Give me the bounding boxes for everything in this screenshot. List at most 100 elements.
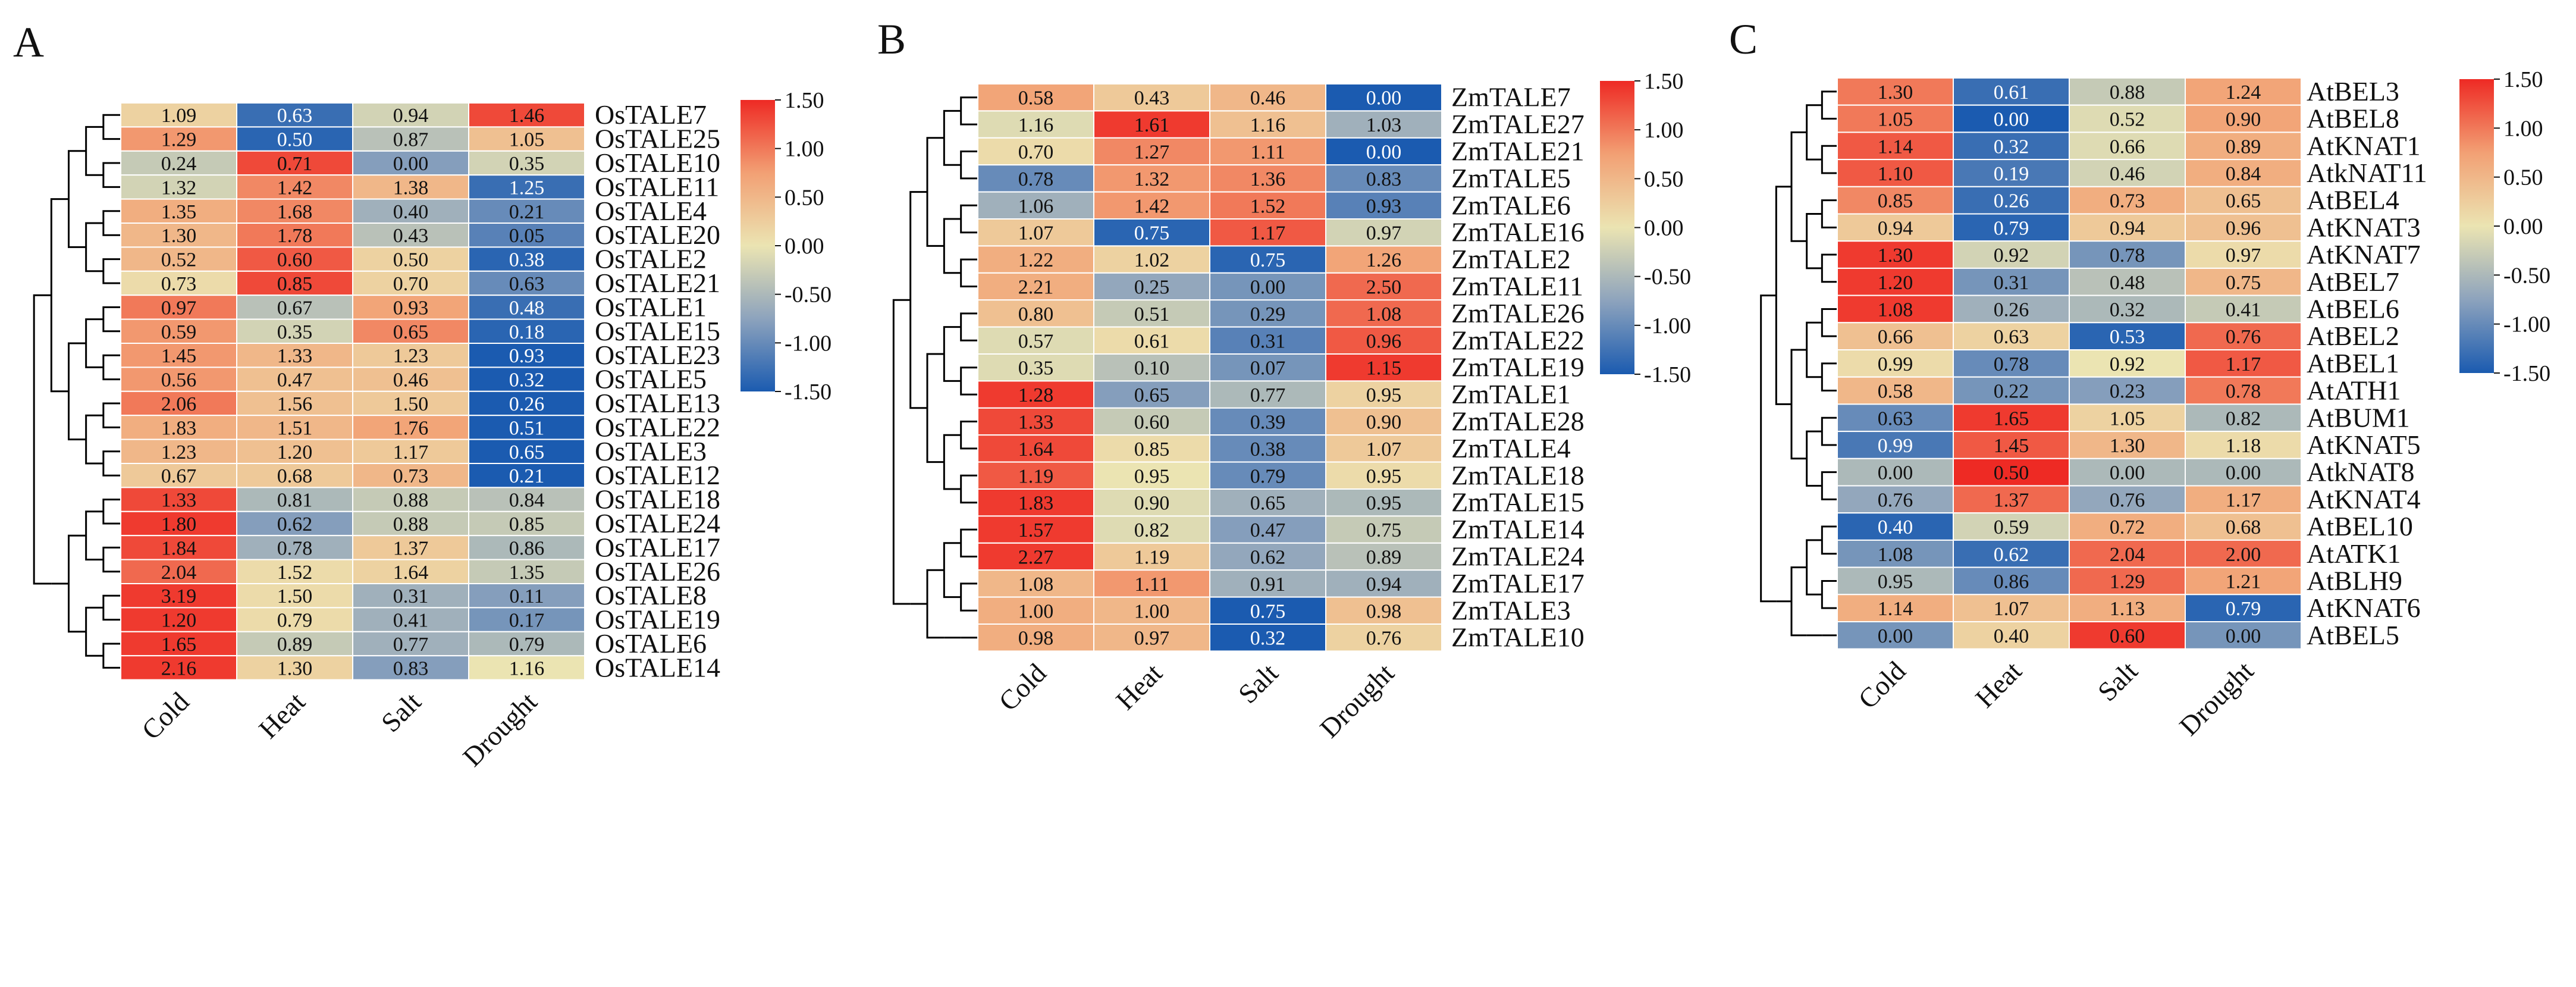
heatmap-cell <box>1837 131 1954 161</box>
cell-value-label: 1.30 <box>1878 245 1913 267</box>
dendrogram-branch <box>1821 471 1837 500</box>
heatmap-cell <box>120 318 237 344</box>
heatmap-cell <box>1325 218 1442 247</box>
row-label-atbel2: AtBEL2 <box>2307 321 2399 351</box>
cell-value-label: 1.16 <box>1018 114 1054 136</box>
row-label-ostale1: OsTALE1 <box>595 292 707 322</box>
row-label-zmtale19: ZmTALE19 <box>1451 352 1584 383</box>
cell-value-label: 0.76 <box>2110 489 2145 511</box>
heatmap-cell <box>1093 461 1210 490</box>
heatmap-cell <box>1209 137 1326 166</box>
cell-value-label: 0.32 <box>2110 299 2145 321</box>
row-label-ostale14: OsTALE14 <box>595 652 720 682</box>
dendrogram-branch <box>85 222 103 272</box>
heatmap-cell <box>468 487 585 512</box>
cell-value-label: 0.76 <box>1878 489 1913 511</box>
cell-value-label: 0.32 <box>1250 628 1286 650</box>
dendrogram-branch <box>85 606 103 657</box>
heatmap-cell <box>1837 431 1954 459</box>
heatmap-cell <box>977 542 1094 571</box>
dendrogram-branch <box>102 354 121 381</box>
cell-value-label: 0.31 <box>1250 330 1286 352</box>
row-label-zmtale2: ZmTALE2 <box>1451 244 1571 274</box>
heatmap-cell <box>1209 434 1326 463</box>
row-label-atbel10: AtBEL10 <box>2307 511 2413 541</box>
heatmap-cell <box>1953 458 2070 487</box>
cell-value-label: 0.00 <box>1366 142 1402 164</box>
cell-value-label: 0.97 <box>2226 245 2261 267</box>
cell-value-label: 2.50 <box>1366 277 1402 299</box>
cell-value-label: 1.35 <box>161 201 197 223</box>
colorbar-tick-label: -1.00 <box>2503 312 2550 337</box>
row-label-zmtale17: ZmTALE17 <box>1451 568 1584 599</box>
heatmap-cell <box>352 415 469 440</box>
column-label-salt: Salt <box>2092 656 2144 707</box>
cell-value-label: 0.00 <box>2226 625 2261 647</box>
cell-value-label: 0.89 <box>1366 547 1402 569</box>
cell-value-label: 0.22 <box>1994 381 2029 403</box>
cell-value-label: 0.35 <box>1018 358 1054 380</box>
heatmap-cell <box>1325 191 1442 220</box>
dendrogram-branch <box>1821 145 1837 174</box>
colorbar-tick-label: -0.50 <box>785 283 832 308</box>
heatmap-cell <box>352 174 469 200</box>
cell-value-label: 0.97 <box>1134 628 1170 650</box>
cell-value-label: 1.80 <box>161 513 197 535</box>
heatmap-cells: 1.09 0.63 0.94 1.46 1.29 0.50 0.87 1.05 0.24 0.71… <box>120 102 585 681</box>
heatmap-cell <box>236 318 353 344</box>
cell-value-label: 0.23 <box>2110 381 2145 403</box>
heatmap-cell <box>1093 542 1210 571</box>
row-label-ostale7: OsTALE7 <box>595 99 707 130</box>
cell-value-label: 0.99 <box>1878 435 1913 457</box>
row-label-zmtale21: ZmTALE21 <box>1451 136 1584 167</box>
cell-value-label: 0.46 <box>1250 87 1286 109</box>
dendrogram-branch <box>1806 213 1822 270</box>
row-label-zmtale6: ZmTALE6 <box>1451 190 1571 220</box>
cell-value-label: 1.76 <box>393 417 429 439</box>
heatmap-cell <box>1837 322 1954 350</box>
cell-value-label: 0.47 <box>1250 519 1286 541</box>
heatmap-cell <box>977 326 1094 355</box>
heatmap-cell <box>236 535 353 560</box>
dendrogram-branch <box>102 402 121 428</box>
cell-value-label: 1.65 <box>161 634 197 656</box>
cell-value-label: 1.50 <box>277 585 313 607</box>
heatmap-cell <box>468 559 585 584</box>
cell-value-label: 1.20 <box>1878 272 1913 294</box>
dendrogram-branch <box>85 126 103 176</box>
cell-value-label: 0.62 <box>1994 544 2029 566</box>
cell-value-label: 0.88 <box>393 490 429 512</box>
cell-value-label: 0.95 <box>1878 571 1913 593</box>
cell-value-label: 1.08 <box>1878 544 1913 566</box>
cell-value-label: 1.17 <box>2226 353 2261 375</box>
cell-value-label: 0.92 <box>1994 245 2029 267</box>
heatmap-cell <box>1325 164 1442 193</box>
cell-value-label: 0.73 <box>393 465 429 487</box>
cell-value-label: 1.23 <box>161 441 197 463</box>
heatmap-cell <box>468 343 585 368</box>
dendrogram-branch <box>1806 539 1822 596</box>
dendrogram-branch <box>102 306 121 333</box>
column-label-cold: Cold <box>136 687 194 745</box>
dendrogram-branch <box>943 542 961 599</box>
row-label-ostale25: OsTALE25 <box>595 124 720 154</box>
cell-value-label: 0.61 <box>1134 330 1170 352</box>
heatmap-cell <box>2185 77 2302 106</box>
heatmap-cell <box>2069 403 2186 433</box>
heatmap-cell <box>2185 159 2302 187</box>
heatmap-cell <box>120 631 237 657</box>
cell-value-label: 0.75 <box>1134 223 1170 245</box>
cell-value-label: 1.61 <box>1134 114 1170 136</box>
heatmap-cell <box>2185 539 2302 568</box>
panel-label: A <box>13 18 44 66</box>
heatmap-cell <box>120 559 237 584</box>
dendrogram-branch <box>960 258 978 287</box>
cell-value-label: 3.19 <box>161 585 197 607</box>
dendrogram-branch <box>102 594 121 621</box>
heatmap-cell <box>977 569 1094 598</box>
cell-value-label: 1.38 <box>393 177 429 199</box>
cell-value-label: 0.95 <box>1366 384 1402 406</box>
row-label-zmtale3: ZmTALE3 <box>1451 595 1571 625</box>
column-label-drought: Drought <box>457 686 543 772</box>
